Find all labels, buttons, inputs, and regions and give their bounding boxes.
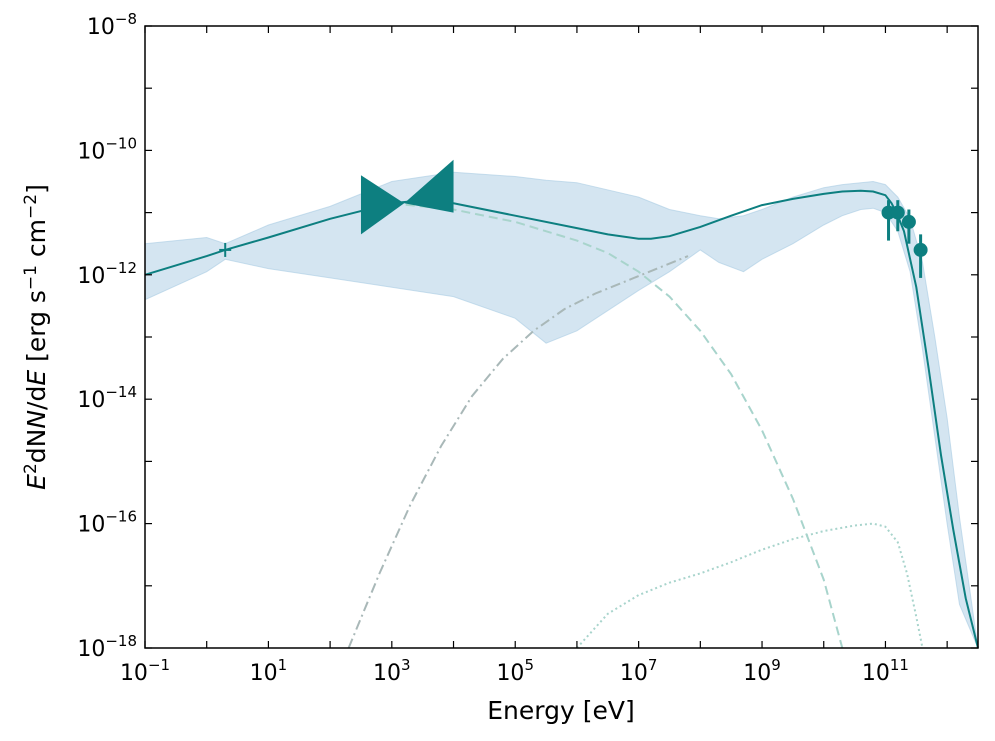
y-tick-label: 10−12 xyxy=(77,259,137,289)
series-line-component-2 xyxy=(347,255,689,649)
x-tick-label: 1011 xyxy=(862,656,909,686)
y-tick-label: 10−16 xyxy=(77,508,137,538)
model-components-layer xyxy=(347,202,924,649)
x-tick-label: 107 xyxy=(620,656,658,686)
series-line-component-3 xyxy=(576,522,924,649)
data-point xyxy=(890,205,905,220)
y-tick-label: 10−18 xyxy=(77,632,137,662)
y-axis-title: E2dNN/dE [erg s−1 cm−2] xyxy=(21,184,51,490)
xray-bowtie-right xyxy=(404,159,454,213)
x-tick-label: 103 xyxy=(373,656,411,686)
x-tick-label: 10−1 xyxy=(120,656,170,686)
x-tick-label: 109 xyxy=(743,656,781,686)
y-tick-label: 10−14 xyxy=(77,383,137,413)
data-point xyxy=(913,242,928,257)
series-line-component-1 xyxy=(391,202,844,649)
y-tick-label: 10−10 xyxy=(77,134,137,164)
xray-bowtie-left xyxy=(360,175,405,235)
x-axis-title: Energy [eV] xyxy=(487,696,634,725)
uncertainty-band xyxy=(144,171,979,649)
data-point xyxy=(901,214,916,229)
y-tick-label: 10−8 xyxy=(87,10,137,40)
uncertainty-band-layer xyxy=(144,171,979,649)
x-tick-label: 105 xyxy=(496,656,534,686)
axis-ticks-layer: 10−1 101 103 105 107 109 1011 10−8 10−10 10−12 10−… xyxy=(77,10,978,686)
x-tick-label: 101 xyxy=(250,656,288,686)
markers-layer xyxy=(219,159,928,278)
